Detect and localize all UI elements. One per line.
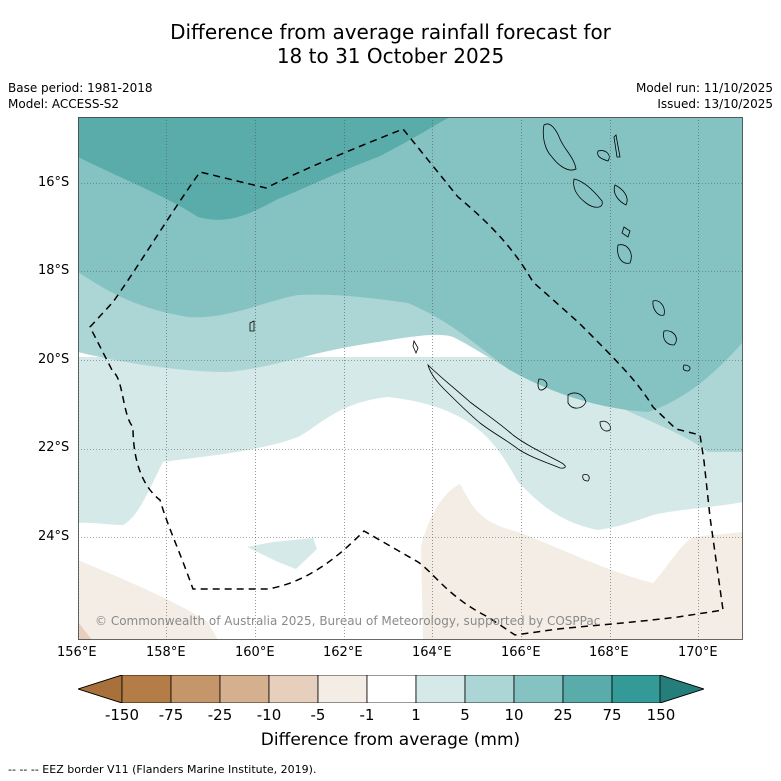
maewo-island xyxy=(613,134,621,158)
colorbar-cell xyxy=(513,675,564,703)
base-period: Base period: 1981-2018 xyxy=(8,81,153,95)
colorbar-cell xyxy=(219,675,270,703)
colorbar-cell xyxy=(366,675,417,703)
anomaly-area-1-5-isolated xyxy=(247,538,317,569)
anomaly-area-neg-1-5b xyxy=(421,484,743,640)
lat-label-18: 18°S xyxy=(38,263,70,278)
anomaly-area-25-75 xyxy=(78,117,450,220)
colorbar-label: 1 xyxy=(411,706,421,724)
ambae-island xyxy=(597,150,610,162)
colorbar-cell xyxy=(268,675,319,703)
malekula-island xyxy=(573,178,603,208)
colorbar-label: 75 xyxy=(602,706,622,724)
colorbar-cell xyxy=(415,675,466,703)
tanna-island xyxy=(663,330,677,346)
map-frame xyxy=(78,117,743,640)
new-caledonia-mainland xyxy=(427,363,566,469)
epi-island xyxy=(621,226,631,238)
aneityum-island xyxy=(682,364,691,372)
lon-label-170: 170°E xyxy=(678,645,718,660)
coastlines xyxy=(249,123,691,482)
anomaly-area-neg-5-10 xyxy=(78,622,92,640)
lon-label-158: 158°E xyxy=(146,645,186,660)
model-name: Model: ACCESS-S2 xyxy=(8,97,120,111)
colorbar-label: 5 xyxy=(460,706,470,724)
rainfall-map xyxy=(78,117,743,640)
lon-label-156: 156°E xyxy=(57,645,97,660)
chesterfield-islets xyxy=(249,320,255,332)
colorbar-label: -10 xyxy=(256,706,282,724)
colorbar xyxy=(78,675,704,703)
colorbar-label: 150 xyxy=(646,706,676,724)
issued-date: Issued: 13/10/2025 xyxy=(657,97,773,111)
lat-label-20: 20°S xyxy=(38,352,70,367)
erromango-island xyxy=(652,300,665,316)
lat-label-24: 24°S xyxy=(38,529,70,544)
lon-label-164: 164°E xyxy=(412,645,452,660)
lat-label-16: 16°S xyxy=(38,175,70,190)
ouvea-island xyxy=(537,378,548,391)
belep-islands xyxy=(412,339,419,355)
anomaly-area-1-5 xyxy=(78,357,743,530)
lon-label-168: 168°E xyxy=(589,645,629,660)
mare-island xyxy=(599,420,611,432)
colorbar-label: -1 xyxy=(359,706,375,724)
espiritu-santo xyxy=(542,123,577,171)
colorbar-cell xyxy=(464,675,515,703)
colorbar-label: -75 xyxy=(158,706,184,724)
lon-label-166: 166°E xyxy=(501,645,541,660)
colorbar-label: 25 xyxy=(553,706,573,724)
colorbar-cell xyxy=(611,675,662,703)
colorbar-cell xyxy=(562,675,613,703)
colorbar-title: Difference from average (mm) xyxy=(260,730,521,750)
map-title-line1: Difference from average rainfall forecas… xyxy=(170,20,611,44)
map-title-line2: 18 to 31 October 2025 xyxy=(276,44,505,68)
efate-island xyxy=(617,244,632,264)
colorbar-label: 10 xyxy=(504,706,524,724)
colorbar-cell xyxy=(78,675,123,703)
colorbar-label: -5 xyxy=(310,706,326,724)
lon-label-162: 162°E xyxy=(323,645,363,660)
colorbar-cell xyxy=(121,675,172,703)
model-run: Model run: 11/10/2025 xyxy=(635,81,773,95)
eez-border xyxy=(89,128,724,636)
eez-footnote: -- -- -- EEZ border V11 (Flanders Marine… xyxy=(8,763,317,776)
colorbar-cell xyxy=(170,675,221,703)
colorbar-label: -25 xyxy=(207,706,233,724)
colorbar-label: -150 xyxy=(104,706,140,724)
lon-label-160: 160°E xyxy=(235,645,275,660)
pentecost-island xyxy=(613,184,628,206)
anomaly-area-neg-1-5 xyxy=(78,560,218,640)
lat-label-22: 22°S xyxy=(38,440,70,455)
colorbar-cell xyxy=(317,675,368,703)
isle-of-pines xyxy=(582,474,590,482)
copyright-notice: © Commonwealth of Australia 2025, Bureau… xyxy=(95,614,601,628)
lifou-island xyxy=(567,392,587,409)
colorbar-cell xyxy=(659,675,704,703)
